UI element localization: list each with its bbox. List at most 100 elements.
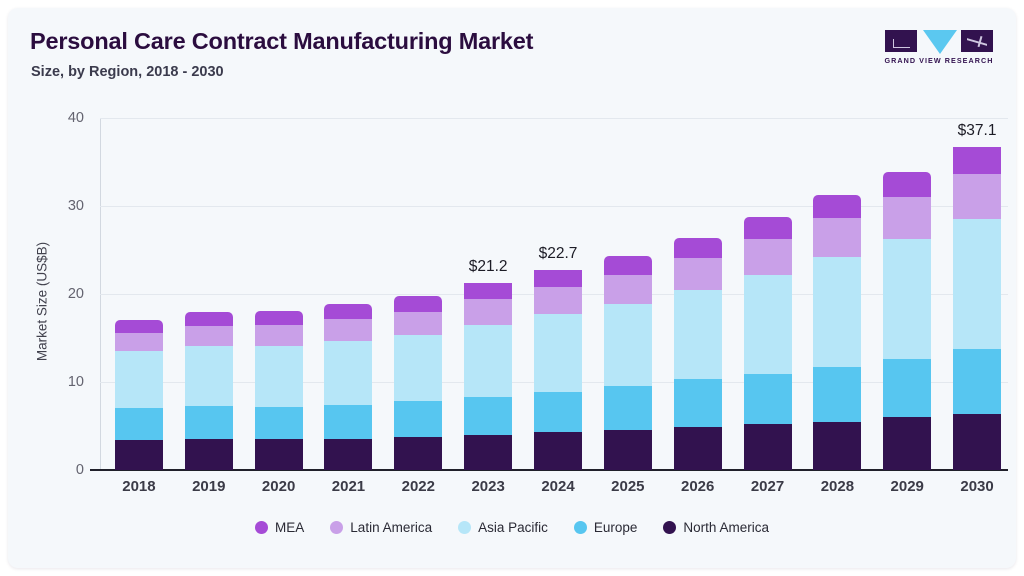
bar-segment[interactable] [813,195,862,219]
bar-segment[interactable] [464,434,513,470]
logo-marks [884,28,994,54]
x-axis-tick-label: 2022 [401,478,435,495]
bar-segment[interactable] [813,218,862,258]
bar-segment[interactable] [953,219,1002,350]
bar-segment[interactable] [464,283,513,300]
x-axis-tick-label: 2024 [541,478,575,495]
legend-item[interactable]: Asia Pacific [458,520,548,535]
bar-segment[interactable] [534,270,582,287]
bar-group[interactable] [254,310,303,470]
bar-group[interactable]: $21.2 [464,258,513,470]
g-notch-icon [893,39,910,48]
bar-segment[interactable] [603,274,652,304]
legend-item-label: Latin America [350,520,433,535]
bar-group[interactable] [184,311,233,470]
bar-segment[interactable] [394,401,443,438]
g-block-icon [885,30,917,52]
bar-segment[interactable] [673,426,722,470]
bar-segment[interactable] [394,295,443,312]
bar-segment[interactable] [953,413,1002,470]
bar-segment[interactable] [534,391,582,433]
x-axis-tick-label: 2018 [122,478,156,495]
bar-segment[interactable] [743,274,792,375]
bar-segment[interactable] [813,257,862,368]
legend-item[interactable]: Latin America [330,520,432,535]
bar-segment[interactable] [324,303,373,319]
bar-segment[interactable] [813,421,862,470]
bar-segment[interactable] [534,432,582,470]
bar-segment[interactable] [883,238,932,360]
bar-group[interactable]: $22.7 [534,245,582,470]
bar-group[interactable]: $37.1 [953,122,1002,470]
bar-segment[interactable] [184,345,233,406]
bar-segment[interactable] [953,174,1002,220]
legend-item-label: Asia Pacific [478,520,548,535]
legend-color-dot-icon [255,521,269,534]
legend-item-label: Europe [593,520,638,535]
bar-segment[interactable] [114,351,163,408]
bar-segment[interactable] [324,439,373,470]
bar-segment[interactable] [254,345,303,407]
bar-segment[interactable] [184,439,233,470]
bar-segment[interactable] [324,404,373,440]
bar-segment[interactable] [184,311,233,326]
page-title: Personal Care Contract Manufacturing Mar… [30,28,534,54]
bar-segment[interactable] [603,303,652,387]
bar-segment[interactable] [603,386,652,431]
legend-color-dot-icon [573,521,587,534]
bar-segment[interactable] [743,424,792,470]
bar-segment[interactable] [184,405,233,440]
bar-segment[interactable] [254,439,303,470]
y-axis-tick-label: 0 [75,462,84,478]
bar-segment[interactable] [534,287,582,315]
bar-segment[interactable] [394,334,443,402]
bar-group[interactable] [743,217,792,470]
bar-group[interactable] [813,195,862,470]
y-axis-tick-label: 10 [67,374,84,390]
bar-segment[interactable] [464,324,513,397]
bar-segment[interactable] [883,171,932,198]
bar-group[interactable] [673,237,722,470]
legend-color-dot-icon [458,521,472,534]
bar-segment[interactable] [464,396,513,435]
bar-segment[interactable] [883,197,932,239]
bar-segment[interactable] [743,239,792,275]
legend-item[interactable]: Europe [573,520,638,535]
bar-segment[interactable] [254,310,303,325]
bar-segment[interactable] [813,367,862,422]
bar-segment[interactable] [324,318,373,341]
bar-group[interactable] [324,303,373,470]
bar-segment[interactable] [534,314,582,392]
bar-group[interactable] [114,319,163,470]
bar-segment[interactable] [254,324,303,346]
legend-item[interactable]: MEA [255,520,304,535]
bar-segment[interactable] [743,374,792,425]
bar-segment[interactable] [603,256,652,275]
bar-segment[interactable] [254,406,303,440]
bar-segment[interactable] [324,340,373,405]
bar-segment[interactable] [184,325,233,346]
bar-segment[interactable] [464,299,513,325]
bar-segment[interactable] [114,332,163,352]
bar-segment[interactable] [114,440,163,470]
bar-segment[interactable] [114,319,163,333]
bar-segment[interactable] [673,289,722,379]
bar-segment[interactable] [673,378,722,427]
bar-segment[interactable] [953,349,1002,414]
bar-segment[interactable] [603,430,652,470]
bar-segment[interactable] [743,217,792,240]
bar-segment[interactable] [883,359,932,418]
bar-segment[interactable] [673,237,722,258]
bar-group[interactable] [394,295,443,470]
gridline [100,118,1008,119]
bar-segment[interactable] [883,417,932,470]
bar-segment[interactable] [673,257,722,290]
bar-segment[interactable] [953,147,1002,175]
bar-group[interactable] [603,256,652,470]
bar-segment[interactable] [394,437,443,470]
x-axis-tick-label: 2025 [611,478,645,495]
bar-segment[interactable] [114,407,163,441]
bar-group[interactable] [883,171,932,470]
legend-item[interactable]: North America [663,520,769,535]
bar-segment[interactable] [394,311,443,335]
